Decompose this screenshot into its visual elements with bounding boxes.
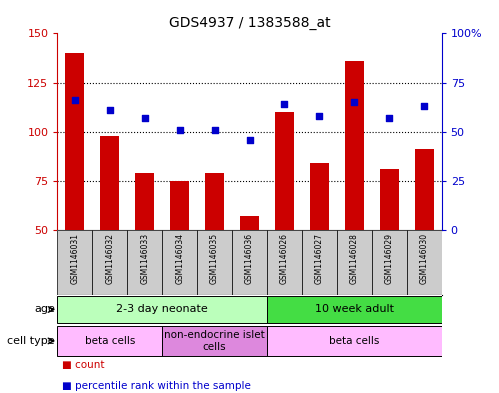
Point xyxy=(315,113,323,119)
Point xyxy=(106,107,114,113)
Point xyxy=(211,127,219,133)
Bar xyxy=(197,230,232,295)
Bar xyxy=(380,169,399,230)
Text: GSM1146027: GSM1146027 xyxy=(315,233,324,284)
Text: GSM1146036: GSM1146036 xyxy=(245,233,254,284)
Bar xyxy=(267,230,302,295)
Text: GSM1146034: GSM1146034 xyxy=(175,233,184,284)
Bar xyxy=(337,230,372,295)
Bar xyxy=(65,53,84,230)
Bar xyxy=(92,230,127,295)
Bar xyxy=(275,112,294,230)
Text: GSM1146031: GSM1146031 xyxy=(70,233,79,284)
Text: non-endocrine islet
cells: non-endocrine islet cells xyxy=(164,330,265,352)
Text: beta cells: beta cells xyxy=(85,336,135,346)
Point xyxy=(385,115,393,121)
Point xyxy=(176,127,184,133)
Point xyxy=(350,99,358,105)
Point xyxy=(71,97,79,103)
Bar xyxy=(267,296,442,323)
Point xyxy=(246,136,253,143)
Bar xyxy=(415,149,434,230)
Bar xyxy=(127,230,162,295)
Text: GSM1146028: GSM1146028 xyxy=(350,233,359,284)
Bar xyxy=(170,181,189,230)
Bar xyxy=(407,230,442,295)
Text: age: age xyxy=(34,305,55,314)
Text: GSM1146032: GSM1146032 xyxy=(105,233,114,284)
Bar xyxy=(345,61,364,230)
Text: ■ percentile rank within the sample: ■ percentile rank within the sample xyxy=(62,381,251,391)
Text: 2-3 day neonate: 2-3 day neonate xyxy=(116,305,208,314)
Text: GSM1146035: GSM1146035 xyxy=(210,233,219,284)
Bar xyxy=(135,173,154,230)
Bar xyxy=(267,326,442,356)
Text: beta cells: beta cells xyxy=(329,336,379,346)
Text: GSM1146033: GSM1146033 xyxy=(140,233,149,284)
Text: cell type: cell type xyxy=(7,336,55,346)
Title: GDS4937 / 1383588_at: GDS4937 / 1383588_at xyxy=(169,16,330,29)
Text: 10 week adult: 10 week adult xyxy=(315,305,394,314)
Bar xyxy=(310,163,329,230)
Point xyxy=(280,101,288,107)
Text: ■ count: ■ count xyxy=(62,360,105,369)
Bar xyxy=(205,173,224,230)
Text: GSM1146030: GSM1146030 xyxy=(420,233,429,284)
Bar xyxy=(302,230,337,295)
Bar xyxy=(240,216,259,230)
Bar xyxy=(100,136,119,230)
Bar xyxy=(57,230,92,295)
Bar xyxy=(57,326,162,356)
Bar xyxy=(57,296,267,323)
Text: GSM1146029: GSM1146029 xyxy=(385,233,394,284)
Bar xyxy=(162,326,267,356)
Text: GSM1146026: GSM1146026 xyxy=(280,233,289,284)
Bar xyxy=(232,230,267,295)
Point xyxy=(141,115,149,121)
Point xyxy=(420,103,428,109)
Bar xyxy=(372,230,407,295)
Bar xyxy=(162,230,197,295)
